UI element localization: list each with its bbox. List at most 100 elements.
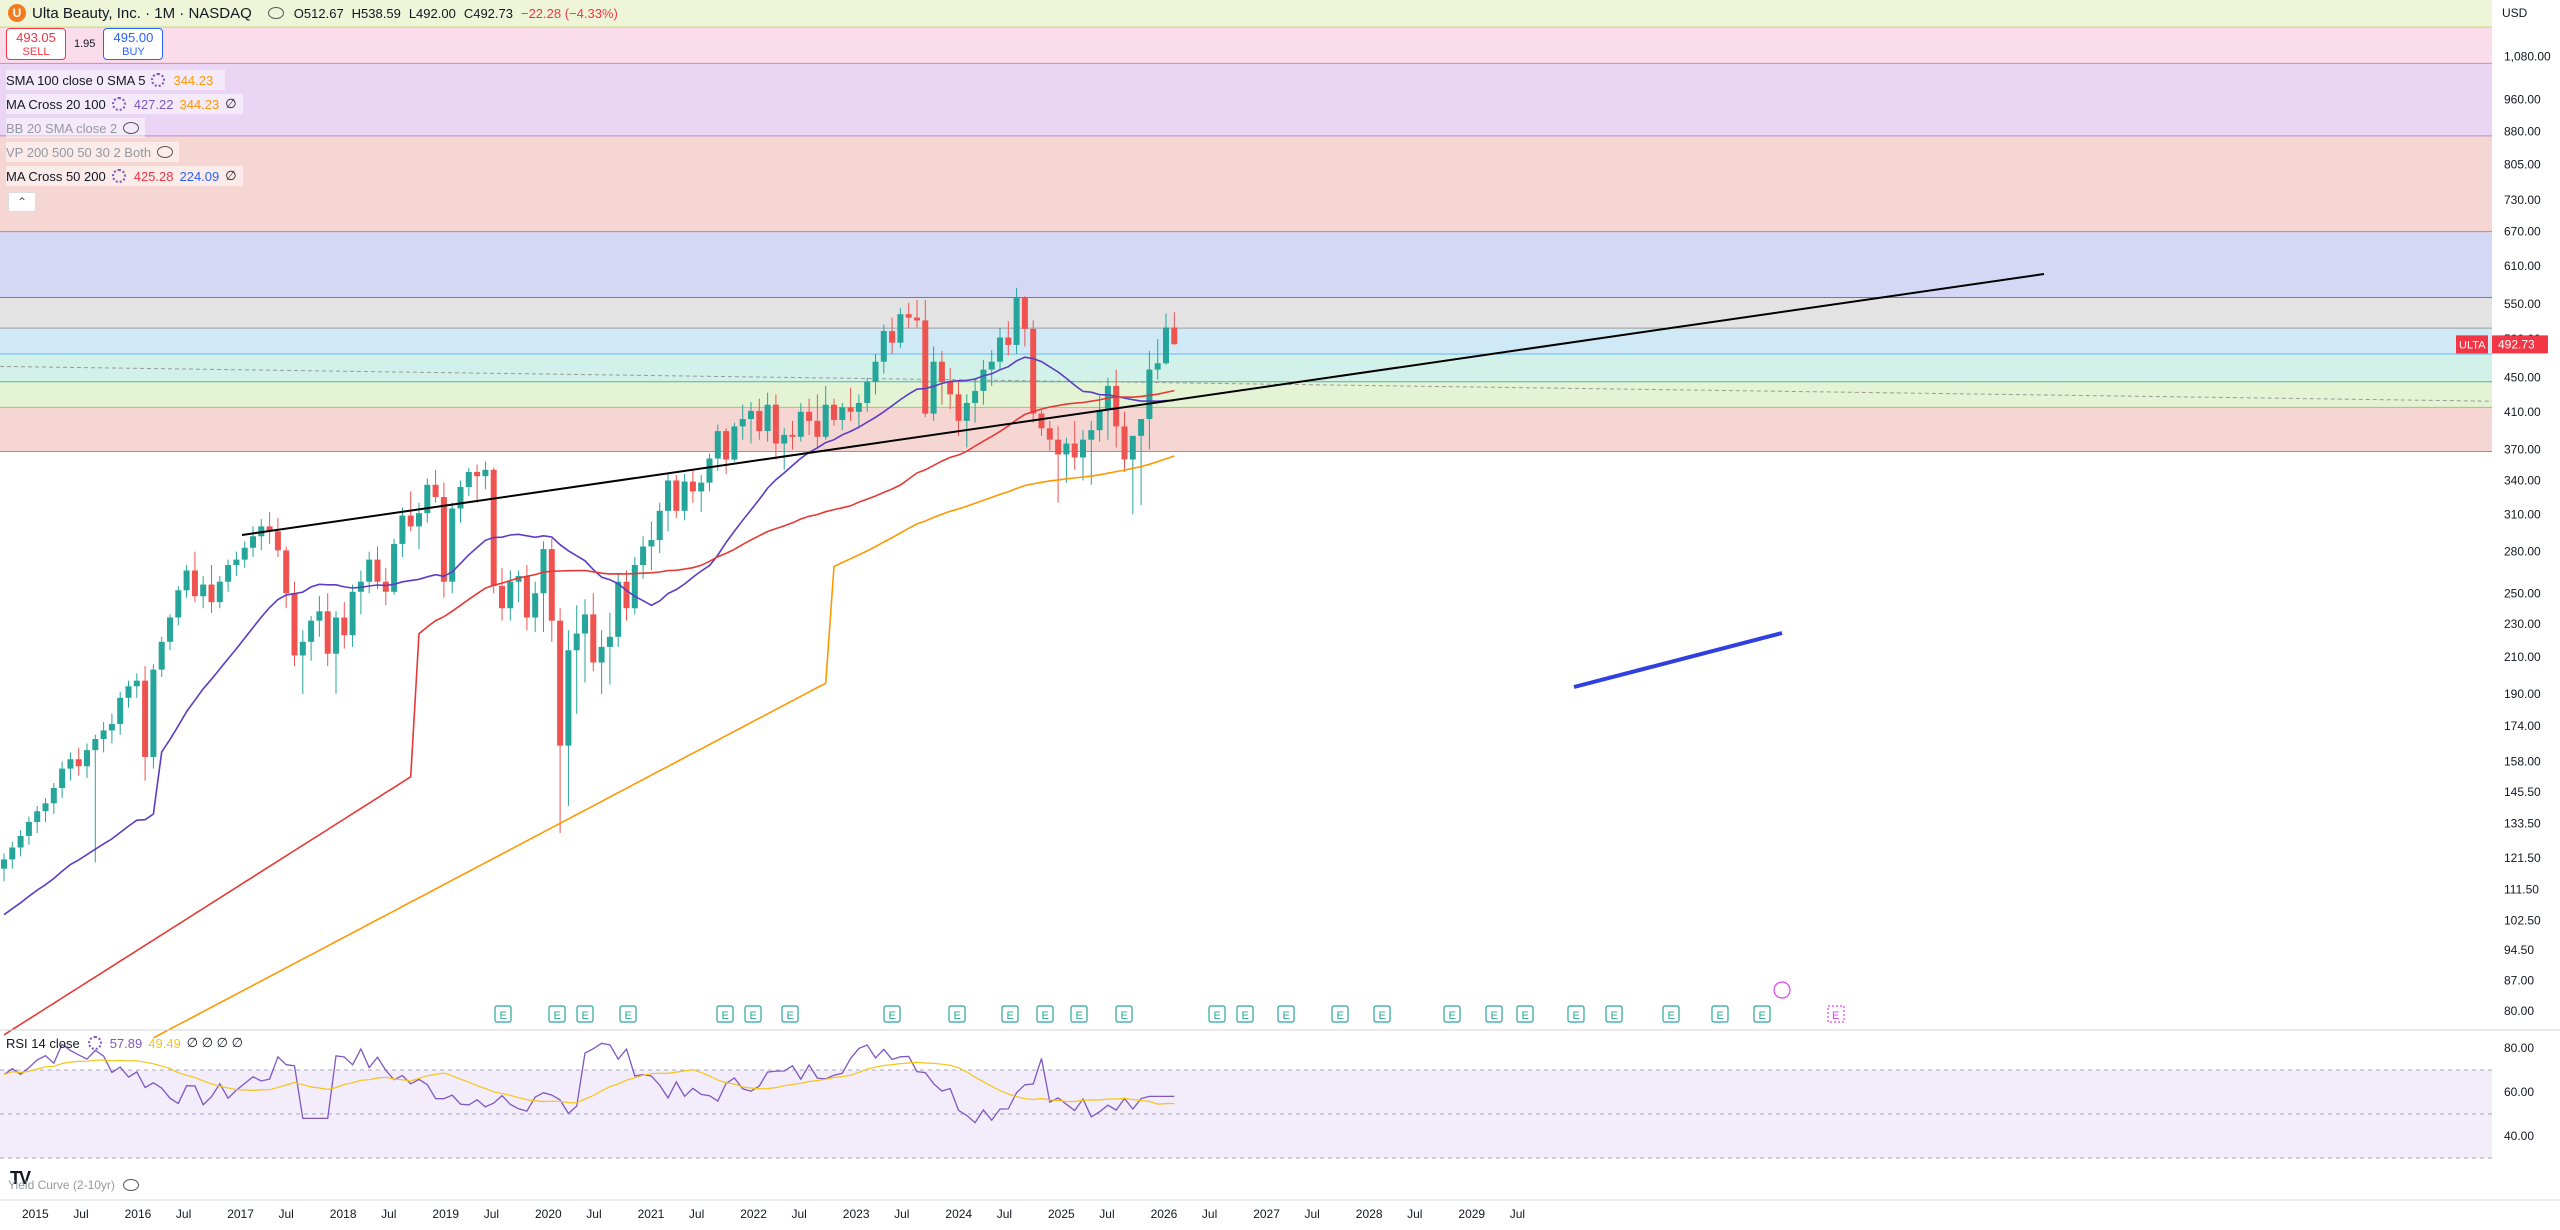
earnings-marker-icon: [1443, 1005, 1461, 1023]
time-tick-label: Jul: [279, 1207, 294, 1221]
candle-body: [930, 361, 937, 414]
candle-body: [42, 803, 49, 812]
candle-body: [308, 620, 315, 642]
blue-projection-line: [1573, 631, 1783, 689]
candle-body: [324, 611, 331, 654]
earnings-marker-icon: [619, 1005, 637, 1023]
earnings-marker-label: E: [954, 1010, 961, 1022]
earnings-marker-icon: [1277, 1005, 1295, 1023]
candle-body: [216, 581, 223, 603]
earnings-marker-label: E: [1491, 1010, 1498, 1022]
candle-body: [299, 641, 306, 656]
chart-header: U Ulta Beauty, Inc. · 1M · NASDAQ O512.6…: [0, 0, 626, 26]
time-tick-label: 2015: [22, 1207, 49, 1221]
candle-body: [449, 508, 456, 582]
candle-body: [167, 617, 173, 642]
candle-body: [615, 581, 622, 637]
ohlc-low: L492.00: [408, 5, 456, 21]
candle-body: [200, 584, 207, 597]
candle-body: [1055, 439, 1062, 455]
earnings-marker-icon: [1567, 1005, 1585, 1023]
indicator-vp[interactable]: VP 200 500 50 30 2 Both: [6, 142, 180, 162]
candle-body: [582, 614, 588, 634]
time-tick-label: Jul: [484, 1207, 499, 1221]
candle-body: [84, 750, 90, 767]
candle-body: [9, 847, 16, 860]
buy-button[interactable]: 495.00 BUY: [103, 28, 164, 60]
candle-body: [1071, 443, 1078, 458]
time-tick-label: 2026: [1151, 1207, 1178, 1221]
sell-button[interactable]: 493.05 SELL: [6, 28, 66, 60]
time-tick-label: 2022: [740, 1207, 767, 1221]
earnings-marker-label: E: [1522, 1010, 1529, 1022]
candle-body: [648, 540, 655, 547]
candle-body: [333, 617, 339, 654]
candle-body: [714, 431, 721, 459]
settings-icon[interactable]: [111, 97, 126, 111]
candle-body: [266, 526, 273, 532]
time-tick-label: Jul: [176, 1207, 191, 1221]
time-tick-label: 2016: [125, 1207, 152, 1221]
candle-body: [872, 361, 879, 382]
candle-body: [465, 471, 472, 487]
indicator-bb[interactable]: BB 20 SMA close 2: [6, 118, 146, 138]
settings-icon[interactable]: [151, 73, 166, 87]
ohlc-change: −22.28 (−4.33%): [520, 5, 618, 21]
candle-body: [673, 480, 680, 511]
price-axis: USD 1,080.00 960.00 880.00 805.00 730.00 670.0…: [2492, 0, 2560, 1230]
rsi-legend[interactable]: RSI 14 close 57.89 49.49 ∅ ∅ ∅ ∅: [6, 1035, 243, 1051]
candle-body: [1171, 327, 1178, 345]
candle-body: [1113, 385, 1120, 427]
candle-body: [341, 617, 348, 636]
candle-body: [1080, 439, 1086, 458]
hidden-eye-icon[interactable]: [157, 146, 174, 158]
candle-body: [50, 788, 57, 804]
candle-body: [897, 314, 904, 343]
indicator-ma-cross-50-200[interactable]: MA Cross 50 200 425.28 224.09 ∅: [6, 166, 243, 186]
time-tick-label: 2017: [227, 1207, 254, 1221]
price-tick-label: 121.50: [2504, 851, 2541, 865]
candle-body: [997, 337, 1003, 362]
time-tick-label: Jul: [792, 1207, 807, 1221]
time-tick-label: 2021: [638, 1207, 665, 1221]
price-axis-bg: [2492, 0, 2560, 1230]
earnings-marker-icon: [548, 1005, 566, 1023]
earnings-marker-icon: [948, 1005, 966, 1023]
yield-curve-label[interactable]: Yield Curve (2-10yr): [8, 1178, 149, 1192]
zone-band: [0, 328, 2492, 354]
symbol-title[interactable]: Ulta Beauty, Inc. · 1M · NASDAQ: [32, 4, 252, 22]
candle-body: [92, 739, 99, 751]
earnings-marker-label: E: [1042, 1010, 1049, 1022]
candle-body: [532, 593, 539, 618]
candle-body: [806, 411, 813, 421]
earnings-marker-label: E: [500, 1010, 507, 1022]
earnings-marker-icon: [1605, 1005, 1623, 1023]
time-tick-label: 2020: [535, 1207, 562, 1221]
time-tick-label: Jul: [381, 1207, 396, 1221]
candle-body: [507, 581, 514, 609]
candle-body: [756, 410, 763, 432]
candle-body: [598, 646, 605, 663]
time-tick-label: Jul: [1407, 1207, 1422, 1221]
candle-body: [225, 565, 232, 582]
indicator-ma-cross-20-100[interactable]: MA Cross 20 100 427.22 344.23 ∅: [6, 94, 243, 114]
settings-icon[interactable]: [111, 169, 126, 183]
spread-value: 1.95: [74, 38, 96, 50]
indicator-sma100[interactable]: SMA 100 close 0 SMA 5 344.23: [6, 70, 226, 90]
earnings-marker-icon: [716, 1005, 734, 1023]
time-tick-label: 2028: [1356, 1207, 1383, 1221]
earnings-marker-label: E: [1717, 1010, 1724, 1022]
price-tick-label: 94.50: [2504, 943, 2534, 957]
collapse-indicators-button[interactable]: ⌃: [8, 192, 36, 212]
candle-body: [665, 480, 671, 511]
candle-body: [274, 531, 281, 551]
price-tick-label: 210.00: [2504, 650, 2541, 664]
candle-body: [689, 481, 696, 492]
candle-body: [797, 411, 804, 437]
settings-icon[interactable]: [87, 1036, 102, 1050]
hidden-eye-icon[interactable]: [123, 122, 140, 134]
earnings-marker-label: E: [1573, 1010, 1580, 1022]
eye-icon[interactable]: [122, 1179, 139, 1191]
candle-body: [980, 369, 987, 391]
